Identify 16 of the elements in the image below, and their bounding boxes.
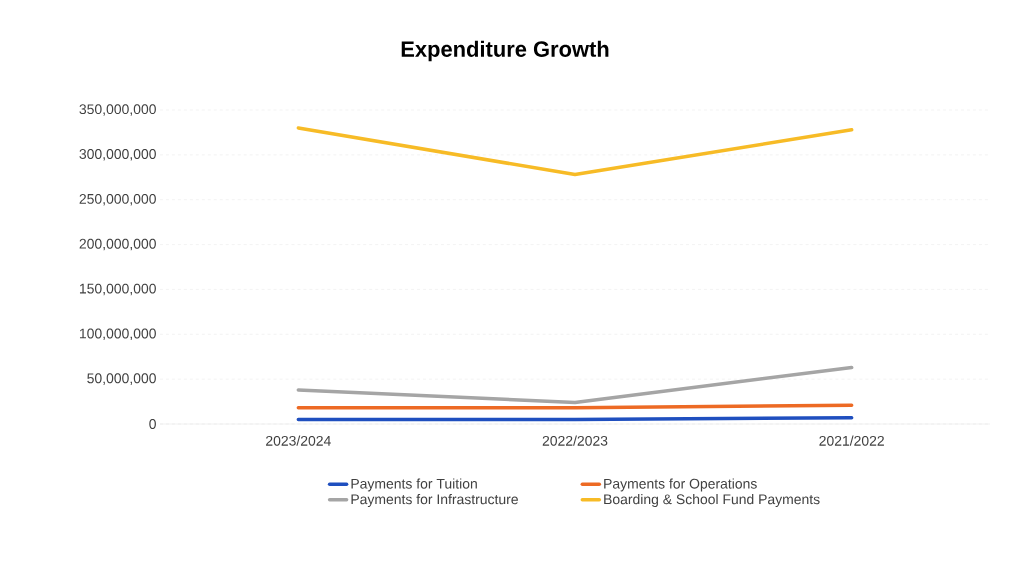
y-tick-label: 0 [149,419,156,429]
legend-label: Payments for Infrastructure [351,494,518,507]
y-tick-label: 250,000,000 [79,193,156,206]
y-tick-label: 150,000,000 [79,283,156,296]
chart-title: Expenditure Growth [401,40,609,62]
legend-label: Payments for Operations [604,478,757,492]
y-tick-label: 100,000,000 [79,328,156,341]
legend-label: Payments for Tuition [351,478,477,492]
x-tick-label: 2022/2023 [542,435,608,446]
x-tick-label: 2021/2022 [819,435,884,446]
x-tick-label: 2023/2024 [266,435,331,446]
y-tick-label: 200,000,000 [79,238,156,251]
y-tick-label: 50,000,000 [87,373,156,385]
y-tick-label: 300,000,000 [79,149,156,161]
legend-label: Boarding & School Fund Payments [604,494,820,508]
y-tick-label: 350,000,000 [79,104,156,116]
